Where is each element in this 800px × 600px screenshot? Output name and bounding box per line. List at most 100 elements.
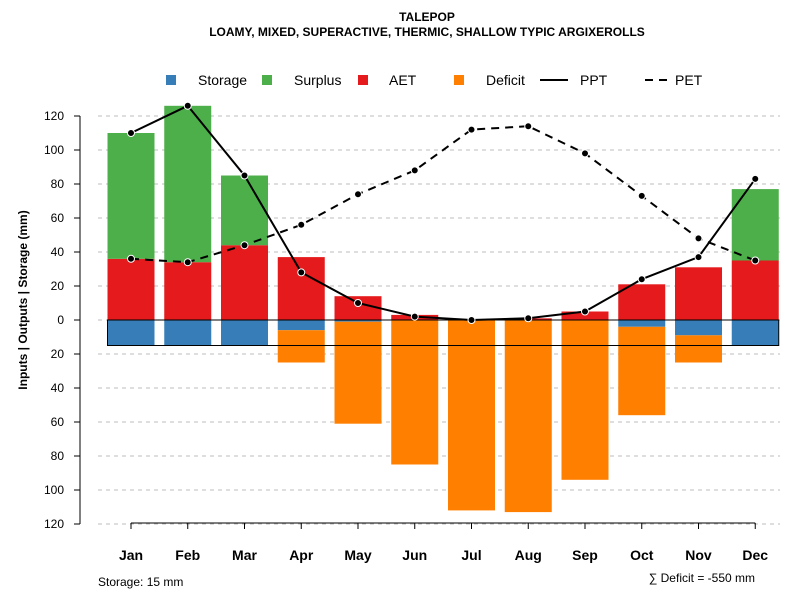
pet-point-aug: [524, 122, 533, 131]
pet-point-may: [354, 190, 362, 199]
x-tick-label-feb: Feb: [175, 547, 200, 563]
deficit-bar-jun: [391, 320, 439, 465]
storage-bar-mar: [221, 320, 268, 346]
storage-bar-jan: [107, 320, 155, 346]
x-tick-label-jul: Jul: [461, 547, 481, 563]
storage-capacity-box: [107, 319, 780, 346]
storage-note: Storage: 15 mm: [98, 575, 183, 589]
pet-point-jan: [127, 254, 135, 263]
x-tick-label-may: May: [344, 547, 371, 563]
y-tick-label-8: 40: [51, 381, 65, 395]
ppt-point-dec: [751, 174, 760, 183]
legend-swatch-storage: [166, 75, 176, 85]
y-tick-label-6: 0: [57, 313, 64, 327]
x-tick-label-nov: Nov: [685, 547, 712, 563]
legend-label-aet: AET: [389, 72, 417, 88]
chart-subtitle: LOAMY, MIXED, SUPERACTIVE, THERMIC, SHAL…: [209, 25, 645, 39]
x-tick-label-mar: Mar: [232, 547, 257, 563]
pet-point-sep: [581, 149, 589, 158]
y-tick-label-4: 40: [51, 245, 65, 259]
axes: 120 100 80 60 40 20 0 20 40 60 80 100 120 Jan Feb Mar Ap…: [44, 109, 768, 563]
ppt-point-sep: [581, 307, 589, 316]
deficit-bar-jul: [448, 320, 495, 511]
ppt-point-mar: [240, 171, 249, 180]
ppt-point-apr: [297, 268, 306, 277]
deficit-bar-apr: [277, 330, 325, 363]
legend-swatch-deficit: [454, 75, 464, 85]
surplus-bar-dec: [731, 189, 779, 261]
y-tick-label-5: 20: [51, 279, 65, 293]
y-tick-label-3: 60: [51, 211, 65, 225]
legend: Storage Surplus AET Deficit PPT PET: [166, 72, 703, 88]
ppt-point-nov: [694, 253, 703, 262]
y-tick-label-7: 20: [51, 347, 65, 361]
aet-bar-apr: [277, 257, 325, 320]
storage-bar-apr: [277, 320, 325, 331]
pet-point-oct: [637, 191, 646, 200]
storage-bar-may: [334, 320, 382, 322]
legend-label-pet: PET: [675, 72, 703, 88]
y-tick-label-2: 80: [51, 177, 65, 191]
ppt-line: [130, 104, 757, 322]
y-tick-label-9: 60: [51, 415, 65, 429]
y-tick-label-10: 80: [51, 449, 65, 463]
ppt-point-may: [354, 299, 362, 307]
y-tick-label-12: 120: [44, 517, 64, 531]
deficit-note: ∑ Deficit = -550 mm: [649, 571, 755, 585]
legend-label-deficit: Deficit: [486, 72, 525, 88]
pet-line: [130, 125, 756, 264]
bars: [107, 105, 780, 513]
aet-bar-nov: [675, 267, 722, 320]
chart-title: TALEPOP: [399, 10, 455, 24]
aet-bar-may: [334, 296, 382, 320]
aet-bar-oct: [618, 284, 666, 320]
pet-point-mar: [240, 241, 249, 250]
y-axis-label: Inputs | Outputs | Storage (mm): [16, 210, 30, 389]
deficit-bar-nov: [675, 335, 722, 363]
aet-bar-jan: [107, 258, 155, 320]
deficit-bar-sep: [561, 320, 609, 480]
legend-swatch-surplus: [262, 75, 272, 85]
series-lines: [127, 101, 760, 324]
x-tick-label-jun: Jun: [402, 547, 427, 563]
y-tick-label-11: 100: [44, 483, 64, 497]
storage-bar-feb: [164, 320, 212, 346]
surplus-bar-mar: [221, 175, 268, 246]
x-tick-label-aug: Aug: [515, 547, 542, 563]
deficit-bar-oct: [618, 326, 666, 416]
ppt-point-oct: [637, 275, 646, 284]
pet-point-feb: [183, 258, 192, 267]
legend-label-storage: Storage: [198, 72, 247, 88]
legend-swatch-aet: [358, 75, 368, 85]
aet-bar-mar: [221, 245, 268, 320]
storage-bar-nov: [675, 320, 722, 336]
aet-bar-sep: [561, 311, 609, 320]
y-tick-label-0: 120: [44, 109, 64, 123]
ppt-point-feb: [183, 101, 192, 110]
legend-label-surplus: Surplus: [294, 72, 341, 88]
pet-point-jun: [410, 166, 419, 175]
x-tick-label-sep: Sep: [572, 547, 598, 563]
x-tick-label-jan: Jan: [119, 547, 143, 563]
pet-point-jul: [467, 125, 476, 134]
y-tick-label-1: 100: [44, 143, 64, 157]
ppt-point-aug: [524, 314, 533, 323]
surplus-bar-jan: [107, 133, 155, 259]
aet-bar-feb: [164, 262, 212, 320]
pet-point-nov: [694, 234, 703, 243]
storage-bar-dec: [731, 320, 779, 346]
deficit-bar-may: [334, 321, 382, 424]
surplus-bar-feb: [164, 105, 212, 263]
legend-label-ppt: PPT: [580, 72, 608, 88]
x-tick-label-oct: Oct: [630, 547, 654, 563]
deficit-bar-aug: [504, 320, 552, 513]
ppt-point-jul: [467, 316, 476, 324]
aet-bar-dec: [731, 260, 779, 320]
x-tick-label-apr: Apr: [289, 547, 314, 563]
ppt-point-jan: [127, 129, 135, 137]
storage-bar-oct: [618, 320, 666, 327]
pet-point-apr: [297, 220, 306, 229]
ppt-point-jun: [410, 312, 419, 321]
x-tick-label-dec: Dec: [742, 547, 768, 563]
